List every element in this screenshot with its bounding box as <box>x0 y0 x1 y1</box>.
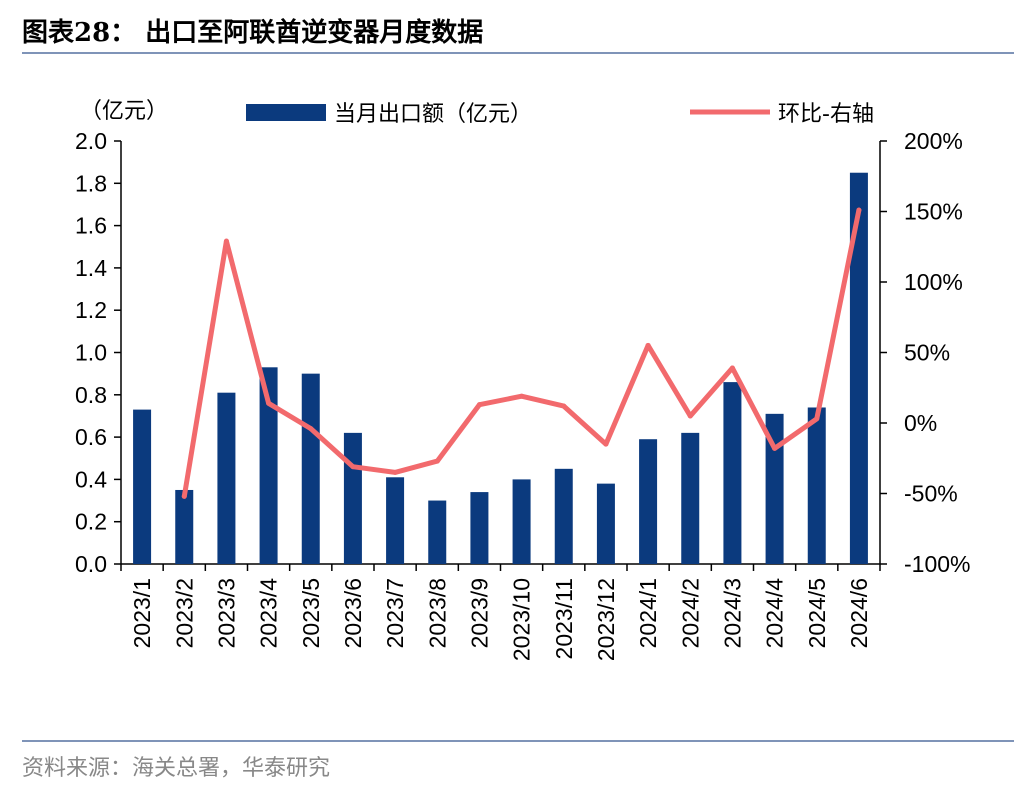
x-tick-label: 2024/1 <box>635 578 661 648</box>
x-tick-label: 2023/7 <box>382 578 408 648</box>
x-tick-label: 2023/8 <box>424 578 450 648</box>
axes: 0.0 0.2 0.4 0.6 0.8 1.0 1.2 1.4 1.6 1.8 2.0 -100% -5… <box>75 128 970 661</box>
y-left-tick-label: 0.8 <box>75 382 107 408</box>
bar <box>301 373 320 564</box>
y-right-tick-label: -50% <box>904 481 958 507</box>
line-point <box>603 441 609 447</box>
line-point <box>645 342 651 348</box>
y-left-tick-label: 0.2 <box>75 509 107 535</box>
line-point <box>181 493 187 499</box>
bar <box>681 432 700 564</box>
x-tick-label: 2023/10 <box>509 578 535 661</box>
bar <box>554 468 573 564</box>
legend-bar-swatch <box>246 104 326 121</box>
line-series <box>181 207 862 499</box>
y-right-tick-label: 150% <box>904 199 963 225</box>
y-right-tick-label: 0% <box>904 410 937 436</box>
x-tick-label: 2023/11 <box>551 578 577 659</box>
x-tick-label: 2023/2 <box>171 578 197 648</box>
line-point <box>856 207 862 213</box>
line-point <box>223 238 229 244</box>
x-tick-label: 2024/5 <box>804 578 830 648</box>
bar <box>765 413 784 564</box>
x-tick-label: 2023/3 <box>213 578 239 648</box>
y-right-tick-label: -100% <box>904 551 970 577</box>
line-point <box>519 393 525 399</box>
y-left-tick-label: 1.0 <box>75 340 107 366</box>
line-point <box>729 365 735 371</box>
bar-series <box>133 172 868 564</box>
series-line <box>181 207 862 499</box>
line-point <box>687 413 693 419</box>
bar <box>428 500 447 564</box>
x-tick-label: 2024/2 <box>677 578 703 648</box>
x-tick-label: 2024/6 <box>846 578 872 648</box>
x-tick-label: 2023/1 <box>129 578 155 648</box>
source-note: 资料来源：海关总署，华泰研究 <box>22 756 331 781</box>
bar <box>512 479 531 564</box>
y-right-tick-label: 50% <box>904 340 950 366</box>
x-tick-label: 2023/6 <box>340 578 366 648</box>
x-tick-label: 2023/9 <box>466 578 492 648</box>
bar <box>343 432 362 564</box>
x-tick-label: 2024/4 <box>762 578 788 649</box>
line-point <box>434 458 440 464</box>
y-left-tick-label: 1.6 <box>75 213 107 239</box>
left-axis-unit-label: （亿元） <box>80 99 168 124</box>
line-point <box>476 402 482 408</box>
bar <box>639 439 658 564</box>
bar <box>596 483 615 564</box>
y-left-tick-label: 1.8 <box>75 170 107 196</box>
y-right-tick-label: 100% <box>904 269 963 295</box>
x-tick-label: 2023/5 <box>298 578 324 648</box>
bar <box>217 392 236 564</box>
bar <box>723 382 742 564</box>
footer-divider <box>22 740 1014 742</box>
legend: 当月出口额（亿元） 环比-右轴 <box>246 102 874 127</box>
bar <box>386 477 405 564</box>
chart: （亿元） 当月出口额（亿元） 环比-右轴 0.0 0.2 0.4 0.6 0.8 1.0 1… <box>75 99 970 661</box>
bar <box>259 367 278 564</box>
line-point <box>266 400 272 406</box>
x-tick-label: 2024/3 <box>719 578 745 648</box>
y-left-tick-label: 0.6 <box>75 424 107 450</box>
page-title: 图表28： 出口至阿联酋逆变器月度数据 <box>22 18 484 48</box>
title-divider <box>22 52 1014 54</box>
legend-bar-label: 当月出口额（亿元） <box>334 102 532 127</box>
x-tick-label: 2023/12 <box>593 578 619 661</box>
y-left-tick-label: 0.0 <box>75 551 107 577</box>
y-left-tick-label: 1.4 <box>75 255 107 281</box>
line-point <box>772 445 778 451</box>
y-right-tick-label: 200% <box>904 128 963 154</box>
y-left-tick-label: 1.2 <box>75 297 107 323</box>
line-point <box>561 403 567 409</box>
line-point <box>350 464 356 470</box>
y-left-tick-label: 2.0 <box>75 128 107 154</box>
line-point <box>814 416 820 422</box>
bar <box>175 489 194 564</box>
line-point <box>308 426 314 432</box>
bar <box>133 409 152 564</box>
bar <box>470 492 489 564</box>
y-left-tick-label: 0.4 <box>75 466 107 492</box>
line-point <box>392 469 398 475</box>
x-tick-label: 2023/4 <box>256 578 282 649</box>
bar <box>849 172 868 564</box>
bar <box>807 407 826 564</box>
legend-line-label: 环比-右轴 <box>778 102 874 127</box>
